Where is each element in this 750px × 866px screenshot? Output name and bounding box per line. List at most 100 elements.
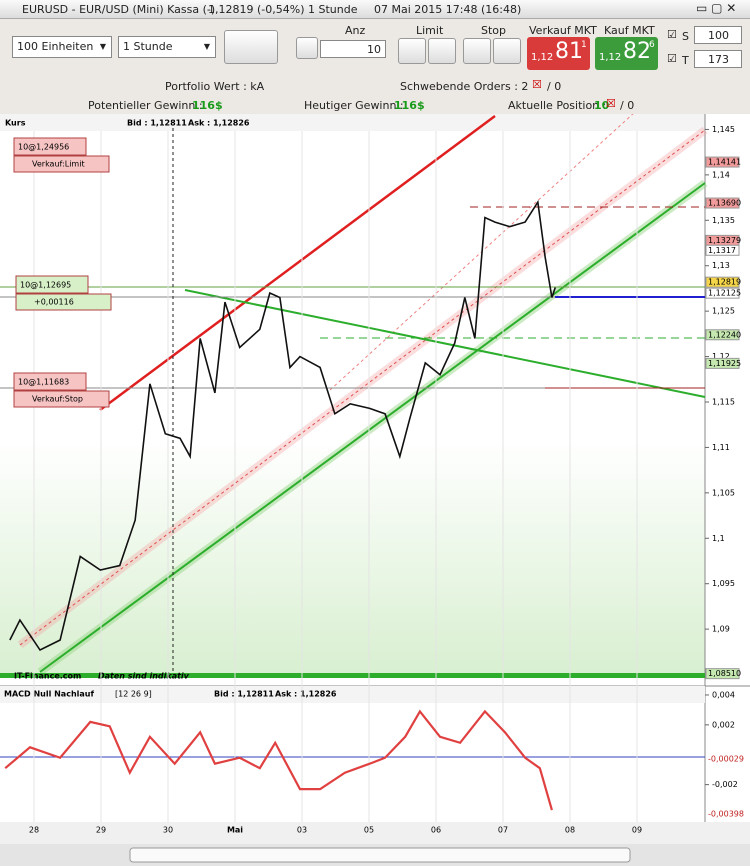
chart-type-button[interactable]: [224, 30, 278, 64]
close-icon[interactable]: ☒: [606, 97, 616, 110]
s-label: S: [682, 30, 689, 43]
x-tick-label: 06: [431, 826, 441, 835]
level-box: [705, 287, 740, 299]
y-tick-label: -0,002: [712, 780, 738, 789]
order-price: 10@1,11683: [18, 378, 69, 387]
quote: 1,12819 (-0,54%): [208, 3, 305, 16]
y-tick-label: 1,125: [712, 307, 735, 316]
level-box: [705, 197, 740, 209]
potential-value: 116$: [192, 99, 223, 112]
scroll-thumb[interactable]: [129, 847, 631, 863]
order-box: [13, 372, 87, 391]
level-box: [705, 329, 740, 341]
t-label: T: [682, 54, 689, 67]
y-tick-label: 1,09: [712, 625, 730, 634]
window-controls[interactable]: ▭ ▢ ✕: [696, 1, 737, 15]
order-kind: Verkauf:Stop: [32, 395, 83, 404]
y-tick-label: 1,115: [712, 397, 735, 406]
level-label: 1,1317: [708, 246, 736, 255]
macd-bid: Bid : 1,12811: [214, 690, 274, 699]
potential: Potentieller Gewinn :: [88, 99, 203, 112]
price-line: [9, 199, 557, 652]
trend-green: [39, 182, 706, 673]
macd-level-label: -0,00029: [708, 755, 744, 764]
level-label: 1,13279: [708, 236, 741, 245]
macd-header: [0, 686, 705, 703]
buy-button[interactable]: 1,12 82 6: [595, 37, 658, 70]
y-tick-label: 1,105: [712, 488, 735, 497]
macd-params: [12 26 9]: [115, 690, 152, 699]
limit-label: Limit: [416, 24, 444, 37]
stop-label: Stop: [481, 24, 507, 37]
x-tick-label: 05: [364, 826, 374, 835]
sell-button[interactable]: 1,12 81 1: [527, 37, 590, 70]
order-box: [13, 137, 87, 156]
stop-buy[interactable]: [463, 38, 491, 64]
y-tick-label: 0,004: [712, 690, 735, 699]
interval: 1 Stunde: [308, 3, 358, 16]
y-tick-label: 1,11: [712, 443, 730, 452]
order-kind: +0,00116: [34, 298, 74, 307]
x-tick-label: 30: [163, 826, 173, 835]
units-select[interactable]: 100 Einheiten: [12, 36, 112, 58]
pending: Schwebende Orders : 2: [400, 80, 529, 93]
level-box: [705, 244, 740, 256]
buy-frac: 6: [649, 40, 655, 50]
level-box: [705, 276, 740, 288]
trend-channel-top: [99, 114, 496, 412]
level-box: [705, 668, 740, 680]
level-label: 1,14141: [708, 158, 741, 167]
panel-title: Kurs: [5, 119, 26, 128]
t-input[interactable]: 173: [694, 50, 742, 68]
x-tick-label: Mai: [227, 826, 243, 835]
x-axis-bg: [0, 822, 750, 844]
title-bar: EURUSD - EUR/USD (Mini) Kassa (-) 1,1281…: [0, 0, 750, 19]
level-label: 1,12125: [708, 289, 741, 298]
limit-buy[interactable]: [398, 38, 426, 64]
datetime: 07 Mai 2015 17:48 (16:48): [374, 3, 522, 16]
y-tick-label: 0,002: [712, 720, 735, 729]
x-tick-label: 29: [96, 826, 106, 835]
watermark: IT-Finance.com: [14, 672, 81, 681]
settings-button[interactable]: [296, 37, 318, 59]
s-check[interactable]: ☑: [667, 28, 677, 41]
level-label: 1,12240: [708, 330, 741, 339]
x-tick-label: 07: [498, 826, 508, 835]
symbol: EURUSD - EUR/USD (Mini) Kassa (-): [22, 3, 216, 16]
portfolio: Portfolio Wert : kA: [165, 80, 265, 93]
t-check[interactable]: ☑: [667, 52, 677, 65]
position: Aktuelle Position :: [508, 99, 607, 112]
cancel-icon[interactable]: ☒: [532, 78, 542, 91]
position-value: 10: [594, 99, 610, 112]
macd-level-label: -0,00398: [708, 810, 744, 819]
x-tick-label: 08: [565, 826, 575, 835]
limit-sell[interactable]: [428, 38, 456, 64]
x-tick-label: 03: [297, 826, 307, 835]
level-label: 1,08510: [708, 669, 741, 678]
anz-input[interactable]: 10: [320, 40, 386, 58]
interval-select[interactable]: 1 Stunde: [118, 36, 216, 58]
level-box: [705, 357, 740, 369]
order-box: [13, 390, 110, 408]
y-tick-label: 1,095: [712, 579, 735, 588]
position-b: / 0: [620, 99, 635, 112]
level-label: 1,11925: [708, 359, 741, 368]
buy-label: Kauf MKT: [604, 24, 655, 37]
green-zone: [0, 440, 705, 676]
bottom-band: [0, 673, 705, 678]
watermark-note: Daten sind indikativ: [98, 672, 190, 681]
x-tick-label: 09: [632, 826, 642, 835]
order-box: [15, 293, 112, 311]
order-price: 10@1,24956: [18, 143, 69, 152]
pending-b: / 0: [547, 80, 562, 93]
macd-ask: Ask : 1,12826: [275, 690, 337, 699]
s-input[interactable]: 100: [694, 26, 742, 44]
order-kind: Verkauf:Limit: [32, 160, 85, 169]
macd-line: [4, 709, 553, 811]
today-value: 116$: [394, 99, 425, 112]
stop-sell[interactable]: [493, 38, 521, 64]
sell-big: 1,12: [531, 52, 554, 63]
sell-frac: 1: [581, 40, 587, 50]
anz-label: Anz: [345, 24, 366, 37]
